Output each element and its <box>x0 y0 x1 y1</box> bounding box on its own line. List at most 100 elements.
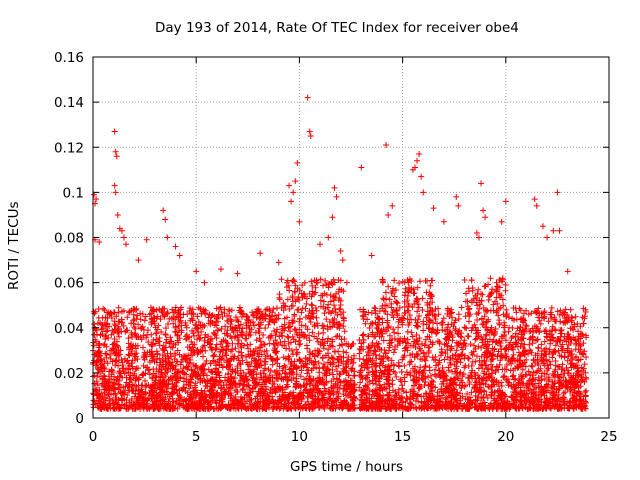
data-point <box>303 300 310 307</box>
data-point <box>333 333 340 340</box>
data-point <box>176 327 183 334</box>
data-point <box>422 336 429 343</box>
data-point <box>210 352 217 359</box>
data-point <box>218 326 225 333</box>
data-point <box>223 381 230 388</box>
data-point <box>312 305 319 312</box>
data-point <box>317 276 324 283</box>
data-point <box>179 369 186 376</box>
data-point <box>282 369 289 376</box>
data-point <box>565 367 572 374</box>
data-point <box>580 340 587 347</box>
data-point <box>320 345 327 352</box>
data-point <box>356 355 363 362</box>
data-point <box>418 399 425 406</box>
data-point <box>558 330 565 337</box>
data-point <box>282 364 289 371</box>
data-point <box>260 331 267 338</box>
data-point <box>401 292 408 299</box>
data-point <box>542 327 549 334</box>
data-point <box>551 374 558 381</box>
data-point <box>112 362 119 369</box>
data-point <box>315 405 322 411</box>
data-point <box>386 296 393 303</box>
data-point <box>142 383 149 390</box>
data-point <box>149 307 156 314</box>
data-point <box>405 307 412 314</box>
data-point <box>245 382 252 389</box>
data-point <box>203 357 210 364</box>
data-point <box>369 331 376 338</box>
data-point <box>276 294 283 301</box>
data-point <box>507 339 514 346</box>
data-points <box>90 94 590 412</box>
data-point <box>169 306 176 313</box>
data-point <box>309 282 316 289</box>
data-point <box>431 366 438 373</box>
data-point <box>468 327 475 334</box>
data-point <box>322 399 329 406</box>
data-point <box>197 335 204 342</box>
data-point <box>562 306 569 313</box>
data-point <box>296 315 303 322</box>
data-point <box>376 352 383 359</box>
data-point <box>360 331 367 338</box>
data-point <box>409 386 416 393</box>
data-point <box>364 316 371 323</box>
data-point <box>548 304 555 311</box>
data-point <box>497 357 504 364</box>
data-point <box>279 325 286 332</box>
data-point <box>400 388 407 395</box>
data-point <box>510 376 517 383</box>
data-point <box>401 362 408 369</box>
data-point <box>430 356 437 363</box>
data-point <box>282 303 289 310</box>
data-point <box>303 387 310 394</box>
data-point <box>505 328 512 335</box>
data-point <box>139 371 146 378</box>
data-point <box>535 345 542 352</box>
data-point <box>535 305 542 312</box>
data-point <box>285 334 292 341</box>
data-point <box>575 328 582 335</box>
data-point <box>293 351 300 358</box>
data-point <box>487 275 494 282</box>
data-point <box>279 367 286 374</box>
data-point <box>425 349 432 356</box>
data-point <box>232 324 239 331</box>
data-point <box>335 289 342 296</box>
data-point <box>489 286 496 293</box>
data-point <box>506 379 513 386</box>
data-point <box>570 326 577 333</box>
data-point <box>165 320 172 327</box>
data-point <box>267 387 274 394</box>
data-point <box>393 306 400 313</box>
data-point <box>334 368 341 375</box>
data-point <box>398 368 405 375</box>
data-point <box>316 365 323 372</box>
data-point <box>492 325 499 332</box>
data-point <box>380 337 387 344</box>
data-point <box>530 369 537 376</box>
data-point <box>492 367 499 374</box>
data-point <box>538 341 545 348</box>
data-point <box>493 279 500 286</box>
data-point <box>243 383 250 390</box>
data-point <box>291 326 298 333</box>
data-point <box>90 342 97 349</box>
data-point <box>284 333 291 340</box>
data-point <box>422 363 429 370</box>
data-point <box>419 368 426 375</box>
data-point <box>280 300 287 307</box>
data-point <box>340 323 347 330</box>
data-point <box>278 329 285 336</box>
data-point <box>284 277 291 284</box>
data-point <box>415 304 422 311</box>
data-point <box>278 276 285 283</box>
data-point <box>127 376 134 383</box>
data-point <box>115 343 122 350</box>
data-point <box>545 318 552 325</box>
data-point <box>458 304 465 311</box>
data-point <box>294 307 301 314</box>
data-point <box>323 316 330 323</box>
